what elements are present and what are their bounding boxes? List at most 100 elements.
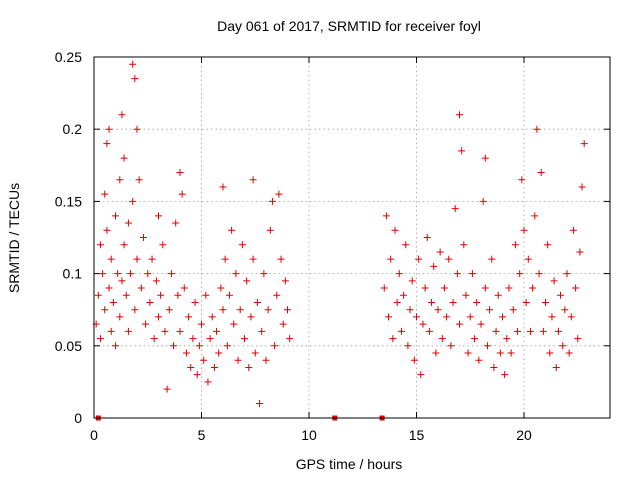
data-point: [129, 60, 137, 68]
data-point: [228, 226, 236, 234]
data-point: [208, 313, 216, 321]
data-point: [107, 255, 115, 263]
data-point: [533, 125, 541, 133]
data-point: [161, 327, 169, 335]
data-point: [460, 241, 468, 249]
data-point: [148, 255, 156, 263]
y-axis-title: SRMTID / TECUs: [6, 183, 22, 293]
data-point: [408, 277, 416, 285]
data-point: [548, 313, 556, 321]
data-point: [135, 176, 143, 184]
data-point: [232, 270, 240, 278]
data-point: [101, 306, 109, 314]
data-point: [468, 270, 476, 278]
data-point: [578, 183, 586, 191]
data-point: [456, 320, 463, 328]
data-point: [131, 75, 139, 83]
data-point: [475, 356, 483, 364]
data-point: [124, 219, 132, 227]
data-point: [133, 125, 141, 133]
data-point: [124, 327, 132, 335]
data-point: [202, 291, 210, 299]
data-point: [268, 197, 276, 205]
data-point: [481, 284, 489, 292]
data-point: [526, 327, 534, 335]
data-point: [488, 255, 496, 263]
data-point: [539, 327, 547, 335]
data-point: [180, 284, 188, 292]
chart-title: Day 061 of 2017, SRMTID for receiver foy…: [217, 18, 481, 34]
data-point: [544, 241, 552, 249]
axis-ticks: 0 5 10 15 20 0 0.05 0.1 0.15 0.2 0.25: [55, 49, 610, 443]
data-point: [245, 363, 253, 371]
data-point: [531, 212, 539, 220]
data-point: [223, 342, 231, 350]
data-point: [443, 313, 451, 321]
data-point: [131, 306, 139, 314]
data-point: [271, 342, 279, 350]
data-point: [219, 183, 227, 191]
x-tick-label: 5: [198, 427, 206, 443]
data-point: [189, 335, 197, 343]
data-point: [576, 248, 584, 256]
data-point: [118, 111, 126, 119]
y-tick-label: 0.25: [55, 49, 82, 65]
data-point: [277, 255, 285, 263]
data-point: [109, 298, 117, 306]
data-point: [116, 313, 124, 321]
data-point: [473, 298, 481, 306]
data-point: [518, 176, 526, 184]
x-axis-title: GPS time / hours: [296, 456, 403, 472]
data-point: [260, 270, 268, 278]
data-point: [247, 313, 255, 321]
data-point: [234, 356, 242, 364]
data-point: [105, 125, 113, 133]
data-point: [243, 277, 251, 285]
y-tick-label: 0: [74, 410, 82, 426]
data-point: [103, 226, 111, 234]
data-point: [483, 342, 491, 350]
data-point: [193, 371, 201, 379]
data-point: [537, 169, 545, 177]
data-point: [122, 291, 130, 299]
data-point: [572, 284, 580, 292]
data-point: [133, 255, 141, 263]
y-tick-label: 0.05: [55, 338, 82, 354]
data-point: [440, 284, 448, 292]
data-point: [514, 327, 522, 335]
data-point: [554, 327, 562, 335]
data-point: [393, 298, 401, 306]
data-point: [436, 248, 444, 256]
data-point: [507, 349, 515, 357]
data-point: [563, 270, 571, 278]
data-point: [561, 306, 569, 314]
data-point: [453, 270, 461, 278]
data-point: [116, 176, 124, 184]
data-point: [397, 327, 405, 335]
data-point: [264, 306, 272, 314]
data-point: [219, 306, 227, 314]
data-point: [415, 255, 423, 263]
data-point: [449, 298, 457, 306]
data-point: [103, 140, 111, 148]
data-point: [395, 270, 403, 278]
data-point: [127, 270, 135, 278]
data-point: [501, 371, 509, 379]
data-point: [428, 298, 436, 306]
data-point: [425, 327, 433, 335]
data-point: [178, 190, 186, 198]
data-point: [150, 335, 158, 343]
data-point: [251, 349, 259, 357]
data-point: [249, 255, 257, 263]
data-point: [107, 327, 115, 335]
data-point: [144, 270, 152, 278]
data-point: [503, 335, 511, 343]
data-point: [451, 205, 459, 213]
data-point: [101, 190, 109, 198]
data-point: [155, 313, 162, 321]
data-point: [112, 212, 119, 220]
y-tick-label: 0.1: [63, 266, 83, 282]
data-point: [421, 284, 429, 292]
y-tick-label: 0.2: [63, 121, 83, 137]
data-point: [410, 356, 418, 364]
